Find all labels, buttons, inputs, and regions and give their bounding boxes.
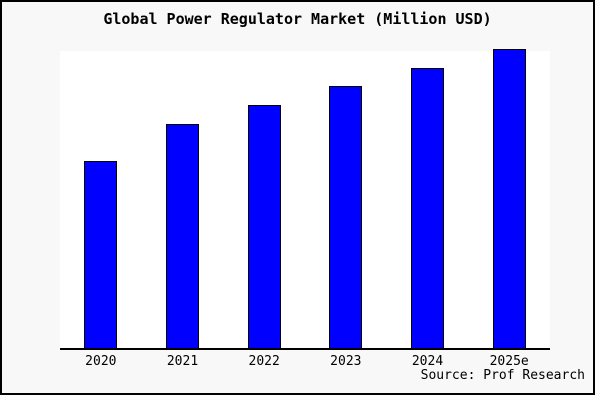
chart-frame: Global Power Regulator Market (Million U… [0,0,595,395]
bar-2025e [492,49,526,348]
bar-2022 [247,105,281,348]
x-tick-label-2020: 2020 [85,354,117,369]
x-tick-label-2025e: 2025e [489,354,529,369]
source-credit: Source: Prof Research [420,368,585,383]
chart-title: Global Power Regulator Market (Million U… [103,10,492,28]
bar-2021 [166,124,199,348]
bar-2023 [329,86,363,348]
x-tick-label-2021: 2021 [166,354,199,369]
x-tick-label-2023: 2023 [330,354,362,369]
bar-2020 [84,161,118,348]
x-tick-label-2022: 2022 [248,354,280,369]
x-tick-label-2024: 2024 [411,354,444,369]
plot-area [60,49,550,350]
x-axis-labels: 2020 2021 2022 2023 2024 2025e [60,354,550,370]
bar-2024 [411,68,444,348]
